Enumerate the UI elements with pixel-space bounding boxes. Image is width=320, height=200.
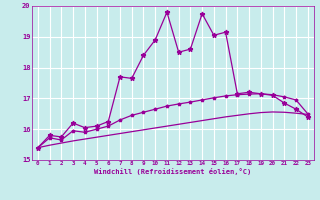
X-axis label: Windchill (Refroidissement éolien,°C): Windchill (Refroidissement éolien,°C) [94,168,252,175]
